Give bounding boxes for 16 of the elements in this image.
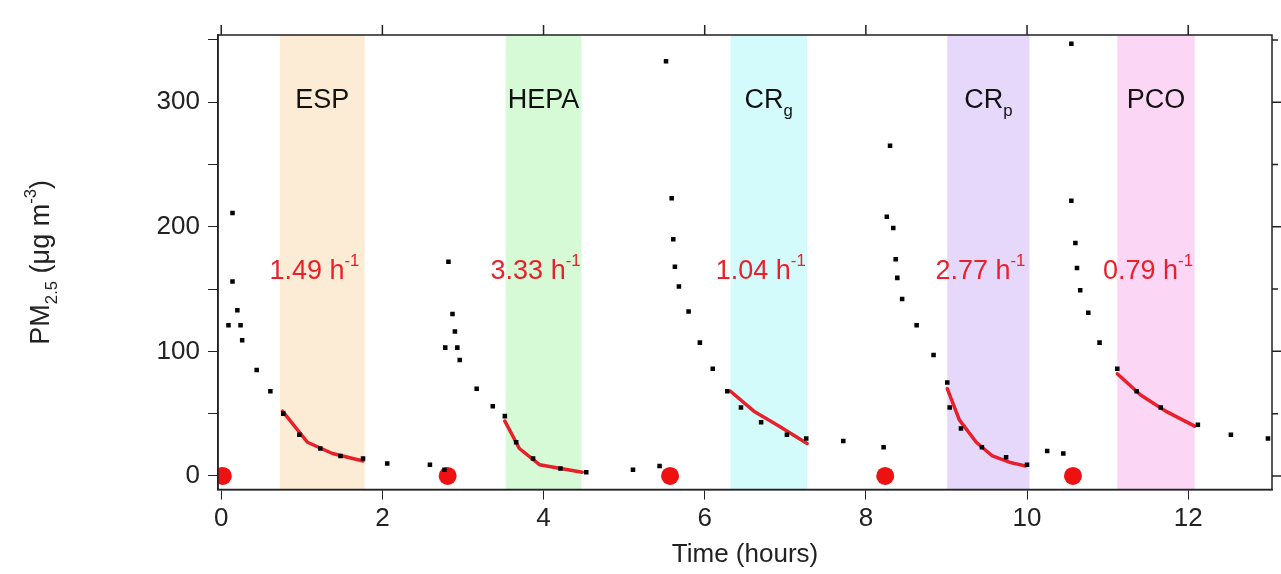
x-tick-label: 10 <box>1012 502 1042 533</box>
y-axis-title: PM2.5 (μg m-3) <box>21 179 61 345</box>
x-tick-label: 12 <box>1173 502 1203 533</box>
x-tick-label: 4 <box>536 502 551 533</box>
band-label: HEPA <box>507 84 580 115</box>
y-tick-label: 0 <box>185 459 200 490</box>
x-axis-title: Time (hours) <box>671 537 819 568</box>
y-tick-label: 200 <box>156 209 200 240</box>
x-tick-label: 6 <box>697 502 712 533</box>
x-tick-label: 2 <box>375 502 390 533</box>
band-label: ESP <box>295 84 350 115</box>
x-tick-label: 0 <box>213 502 229 533</box>
y-tick-label: 300 <box>156 85 200 116</box>
x-tick-label: 8 <box>858 502 874 533</box>
y-tick-label: 100 <box>156 334 200 365</box>
band-label: PCO <box>1126 84 1186 115</box>
